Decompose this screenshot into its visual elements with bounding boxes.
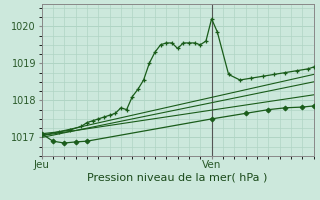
- X-axis label: Pression niveau de la mer( hPa ): Pression niveau de la mer( hPa ): [87, 173, 268, 183]
